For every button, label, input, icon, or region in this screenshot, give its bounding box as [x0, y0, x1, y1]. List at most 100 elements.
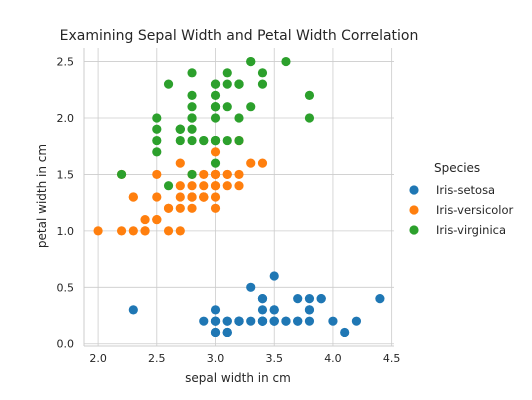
legend-marker	[409, 205, 419, 215]
data-point	[222, 181, 232, 191]
data-point	[128, 226, 138, 236]
chart-title: Examining Sepal Width and Petal Width Co…	[60, 28, 419, 44]
data-point	[246, 102, 256, 112]
data-point	[304, 305, 315, 315]
data-point	[187, 135, 197, 146]
data-point	[222, 102, 232, 112]
data-point	[152, 214, 162, 225]
data-point	[210, 192, 221, 202]
data-point	[257, 158, 268, 168]
data-point	[222, 68, 232, 78]
y-tick-label: 0.0	[57, 338, 75, 351]
axis-spines	[83, 48, 394, 347]
data-point	[152, 169, 162, 180]
data-point	[128, 192, 138, 202]
data-point	[199, 192, 209, 202]
data-point	[222, 79, 232, 89]
data-point	[246, 282, 256, 292]
data-point	[375, 293, 385, 304]
y-tick-label: 2.5	[57, 56, 75, 69]
series-iris-setosa	[128, 271, 385, 338]
data-point	[163, 79, 174, 89]
data-point	[222, 169, 232, 180]
data-point	[257, 316, 268, 326]
data-point	[246, 158, 256, 168]
data-point	[152, 113, 162, 123]
data-point	[175, 203, 185, 213]
x-tick-label: 3.0	[207, 352, 225, 365]
data-point	[210, 181, 221, 191]
data-point	[140, 226, 150, 236]
legend-label: Iris-virginica	[436, 223, 506, 237]
data-point	[269, 305, 279, 315]
legend-label: Iris-setosa	[436, 183, 495, 197]
data-point	[257, 68, 268, 78]
data-point	[246, 56, 256, 67]
data-point	[93, 226, 103, 236]
data-point	[328, 316, 338, 326]
y-axis-label: petal width in cm	[35, 144, 49, 248]
data-point	[340, 327, 350, 338]
data-point	[199, 316, 209, 326]
data-point	[187, 113, 197, 123]
data-point	[175, 158, 185, 168]
data-point	[210, 203, 221, 213]
data-point	[234, 113, 244, 123]
data-point	[210, 305, 221, 315]
x-tick-label: 2.5	[148, 352, 166, 365]
y-tick-label: 1.5	[57, 168, 75, 181]
x-tick-labels: 2.0 2.5 3.0 3.5 4.0 4.5	[89, 352, 400, 365]
legend-marker	[409, 225, 419, 235]
data-point	[234, 316, 244, 326]
x-tick-label: 2.0	[89, 352, 107, 365]
data-point	[187, 203, 197, 213]
data-point	[257, 305, 268, 315]
data-point	[269, 316, 279, 326]
data-point	[152, 135, 162, 146]
data-point	[175, 124, 185, 134]
data-point	[187, 90, 197, 101]
data-point	[116, 169, 127, 180]
data-point	[187, 181, 197, 191]
data-point	[199, 181, 209, 191]
data-point	[187, 192, 197, 202]
y-tick-label: 1.0	[57, 225, 75, 238]
legend-marker	[409, 185, 419, 195]
data-point	[187, 68, 197, 78]
data-point	[175, 192, 185, 202]
data-point	[281, 56, 291, 67]
data-point	[163, 226, 174, 236]
data-point	[257, 79, 268, 89]
data-point	[234, 169, 244, 180]
data-point	[163, 203, 174, 213]
data-point	[175, 135, 185, 146]
x-tick-label: 4.0	[324, 352, 342, 365]
data-point	[304, 90, 315, 101]
data-points	[93, 56, 385, 338]
data-point	[175, 226, 185, 236]
data-point	[234, 79, 244, 89]
data-point	[199, 169, 209, 180]
data-point	[187, 124, 197, 134]
data-point	[257, 293, 268, 304]
data-point	[234, 135, 244, 146]
data-point	[351, 316, 362, 326]
data-point	[152, 192, 162, 202]
data-point	[222, 316, 232, 326]
data-point	[210, 79, 221, 89]
data-point	[246, 316, 256, 326]
data-point	[293, 293, 303, 304]
data-point	[152, 124, 162, 134]
data-point	[269, 271, 279, 281]
data-point	[140, 214, 150, 225]
data-point	[163, 181, 174, 191]
y-tick-labels: 0.0 0.5 1.0 1.5 2.0 2.5	[57, 56, 75, 351]
data-point	[152, 147, 162, 157]
data-point	[175, 181, 185, 191]
data-point	[304, 113, 315, 123]
data-point	[304, 316, 315, 326]
series-iris-virginica	[116, 56, 315, 191]
data-point	[222, 327, 232, 338]
x-tick-label: 4.5	[383, 352, 401, 365]
